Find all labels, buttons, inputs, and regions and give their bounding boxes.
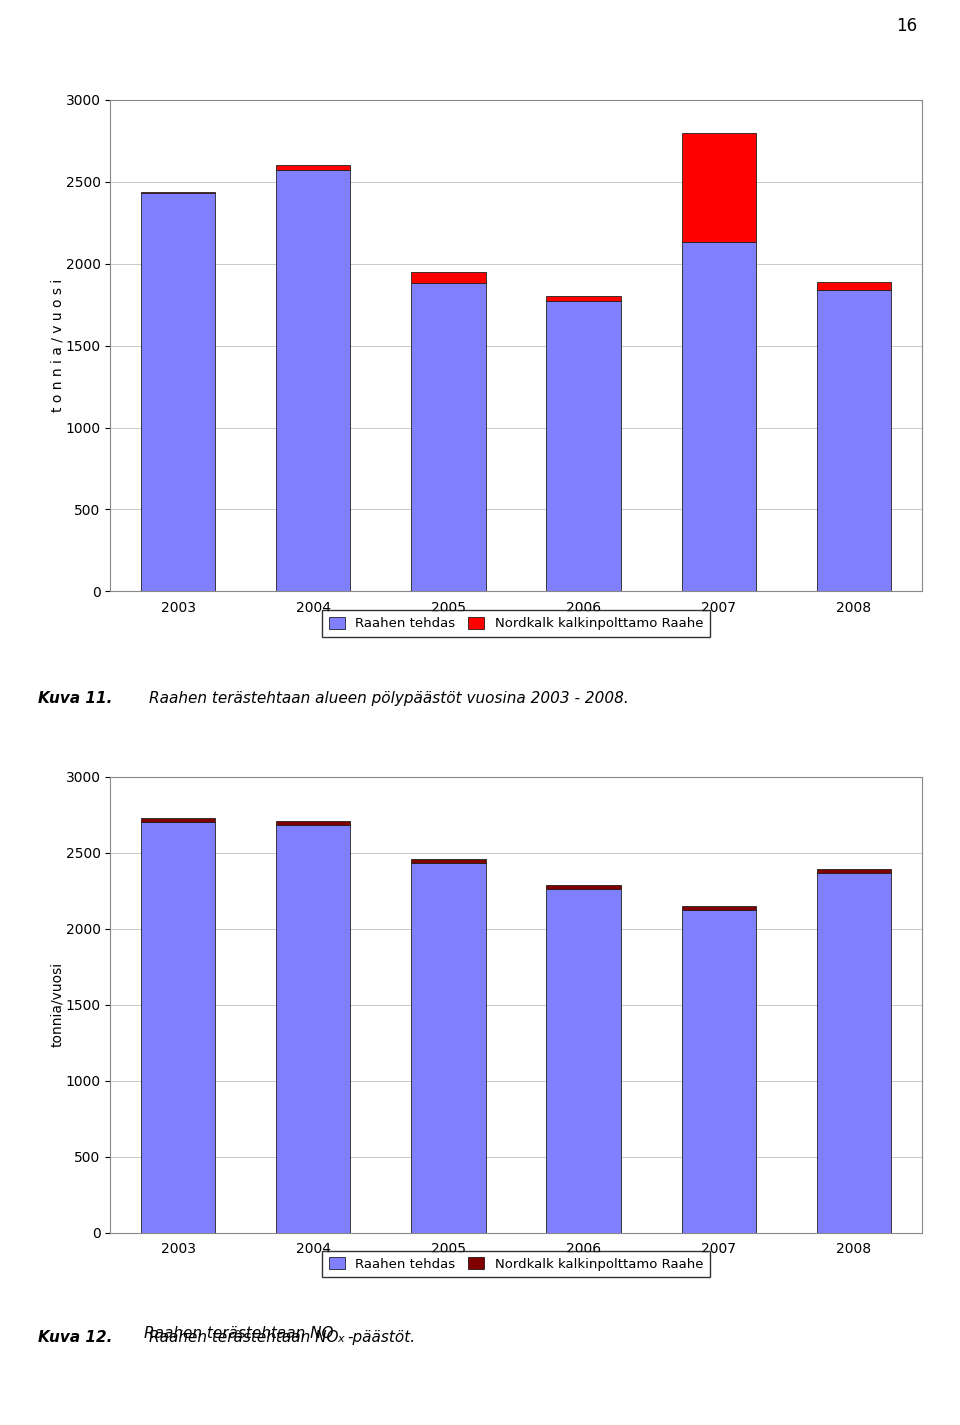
Y-axis label: tonnia/vuosi: tonnia/vuosi — [50, 962, 64, 1047]
Bar — [276, 165, 350, 170]
Bar — [141, 194, 215, 591]
Bar — [546, 885, 621, 889]
Bar — [141, 191, 215, 194]
Bar — [411, 272, 486, 284]
Bar — [276, 825, 350, 1233]
Legend: Raahen tehdas, Nordkalk kalkinpolttamo Raahe: Raahen tehdas, Nordkalk kalkinpolttamo R… — [323, 1251, 709, 1277]
Legend: Raahen tehdas, Nordkalk kalkinpolttamo Raahe: Raahen tehdas, Nordkalk kalkinpolttamo R… — [323, 610, 709, 637]
Bar — [411, 859, 486, 864]
Text: x: x — [337, 1334, 344, 1344]
Bar — [546, 296, 621, 301]
Text: Raahen terästehtaan NO: Raahen terästehtaan NO — [144, 1327, 334, 1341]
Text: Kuva 12.: Kuva 12. — [38, 1330, 112, 1345]
Bar — [817, 874, 891, 1233]
Bar — [276, 821, 350, 825]
Bar — [817, 869, 891, 874]
Bar — [141, 822, 215, 1233]
Bar — [141, 818, 215, 822]
Y-axis label: t o n n i a / v u o s i: t o n n i a / v u o s i — [50, 279, 64, 412]
Text: 16: 16 — [896, 17, 917, 36]
Bar — [817, 289, 891, 591]
Bar — [276, 170, 350, 591]
Bar — [682, 133, 756, 242]
Bar — [682, 242, 756, 591]
Text: Kuva 11.: Kuva 11. — [38, 691, 112, 707]
Bar — [546, 301, 621, 591]
Text: Raahen terästehtaan NO: Raahen terästehtaan NO — [149, 1330, 338, 1345]
Bar — [411, 864, 486, 1233]
Text: Raahen terästehtaan alueen pölypäästöt vuosina 2003 - 2008.: Raahen terästehtaan alueen pölypäästöt v… — [149, 691, 629, 707]
Bar — [682, 906, 756, 911]
Bar — [546, 889, 621, 1233]
Bar — [411, 284, 486, 591]
Text: -päästöt.: -päästöt. — [348, 1330, 416, 1345]
Bar — [817, 282, 891, 289]
Bar — [682, 911, 756, 1233]
